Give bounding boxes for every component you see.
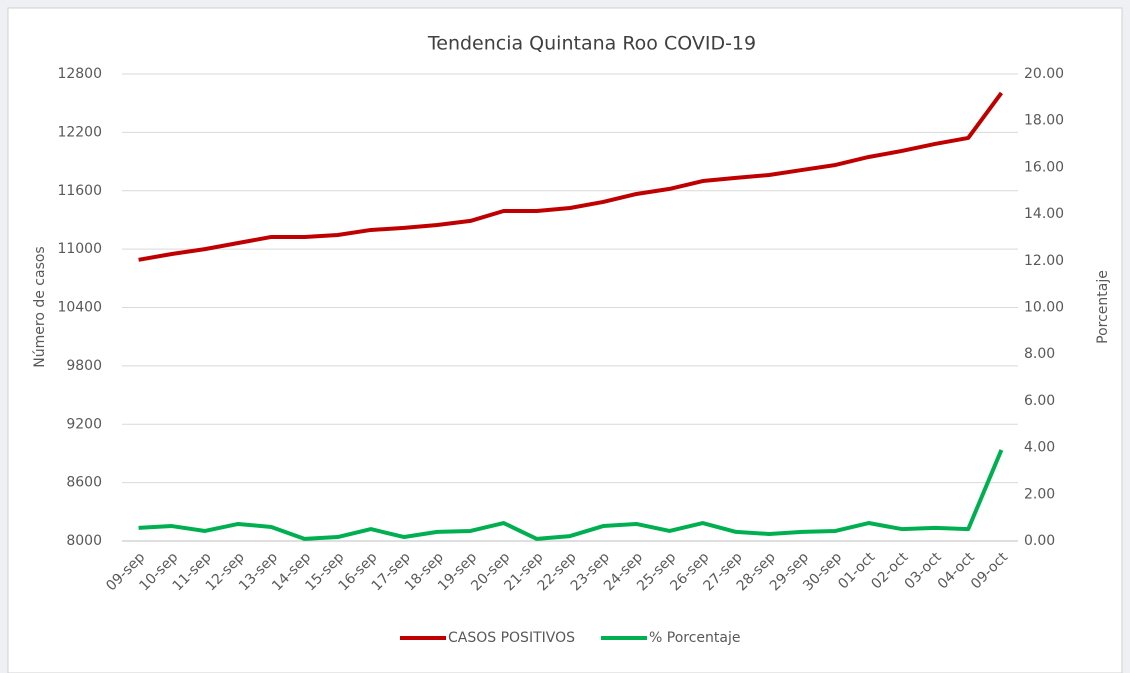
legend-label: % Porcentaje xyxy=(649,630,740,646)
y-tick-label: 11000 xyxy=(57,241,102,257)
series-line xyxy=(138,91,1004,262)
y-tick-label: 10400 xyxy=(57,300,102,316)
series-line xyxy=(138,449,1004,541)
y-tick-label: 12200 xyxy=(57,124,102,140)
y2-tick-label: 8.00 xyxy=(1024,346,1055,362)
y2-axis-label: Porcentaje xyxy=(1095,270,1111,344)
y2-tick-label: 16.00 xyxy=(1024,159,1064,175)
chart-panel xyxy=(7,7,1123,673)
y2-tick-label: 14.00 xyxy=(1024,206,1064,222)
y2-tick-label: 20.00 xyxy=(1024,66,1064,82)
y-tick-label: 8000 xyxy=(66,533,102,549)
y-axis-label: Número de casos xyxy=(32,246,48,367)
y2-tick-label: 4.00 xyxy=(1024,440,1055,456)
y-tick-label: 9800 xyxy=(66,358,102,374)
y-tick-label: 8600 xyxy=(66,475,102,491)
y-tick-label: 11600 xyxy=(57,183,102,199)
y-tick-label: 12800 xyxy=(57,66,102,82)
legend-label: CASOS POSITIVOS xyxy=(448,630,575,646)
y-tick-label: 9200 xyxy=(66,416,102,432)
y2-tick-label: 10.00 xyxy=(1024,300,1064,316)
y2-tick-label: 2.00 xyxy=(1024,486,1055,502)
y2-tick-label: 12.00 xyxy=(1024,253,1064,269)
chart-title: Tendencia Quintana Roo COVID-19 xyxy=(427,33,756,55)
y2-tick-label: 6.00 xyxy=(1024,393,1055,409)
y2-tick-label: 0.00 xyxy=(1024,533,1055,549)
y2-tick-label: 18.00 xyxy=(1024,113,1064,129)
